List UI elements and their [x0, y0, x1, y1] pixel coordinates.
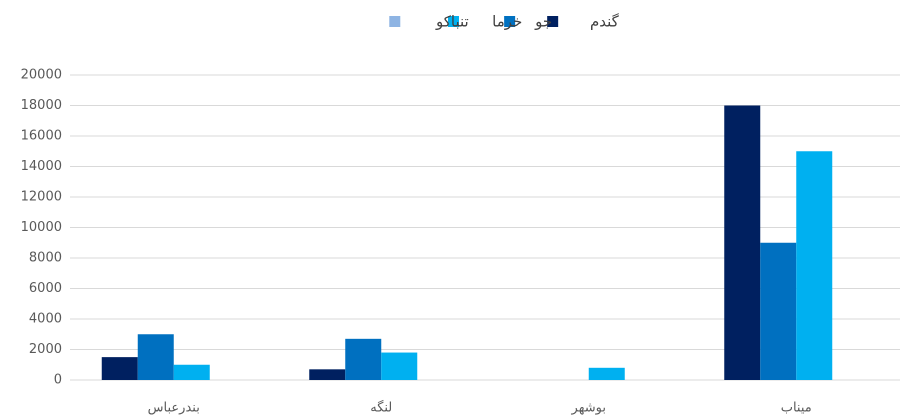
bar [381, 352, 418, 380]
bar [309, 369, 346, 380]
x-tick-label: میناب [781, 401, 812, 416]
legend-label: جو [534, 13, 552, 31]
y-tick-label: 18000 [21, 98, 62, 113]
y-tick-label: 0 [54, 373, 62, 388]
y-tick-label: 2000 [29, 342, 62, 357]
bar [173, 364, 210, 380]
legend: گندم جو خرما تنباکو [389, 13, 620, 31]
legend-label: خرما [492, 13, 522, 31]
bar [796, 151, 833, 380]
y-tick-label: 10000 [21, 220, 62, 235]
legend-swatch [389, 16, 401, 27]
legend-label: تنباکو [435, 13, 469, 31]
legend-label: گندم [590, 13, 620, 31]
bar [101, 357, 138, 380]
legend-swatch [547, 16, 559, 27]
bar [760, 242, 797, 380]
y-tick-label: 6000 [29, 281, 62, 296]
y-tick-label: 4000 [29, 312, 62, 327]
bar [724, 105, 761, 380]
x-tick-label: لنگه [370, 400, 392, 416]
bar [137, 334, 174, 380]
y-tick-label: 14000 [21, 159, 62, 174]
bar [345, 338, 382, 380]
legend-swatch [447, 16, 459, 27]
x-tick-label: بوشهر [571, 401, 606, 416]
y-tick-label: 12000 [21, 190, 62, 205]
y-tick-label: 8000 [29, 251, 62, 266]
x-tick-label: بندرعباس [148, 401, 200, 416]
y-tick-label: 20000 [21, 68, 62, 83]
bar [588, 367, 625, 380]
legend-swatch [504, 16, 516, 27]
y-tick-label: 16000 [21, 129, 62, 144]
